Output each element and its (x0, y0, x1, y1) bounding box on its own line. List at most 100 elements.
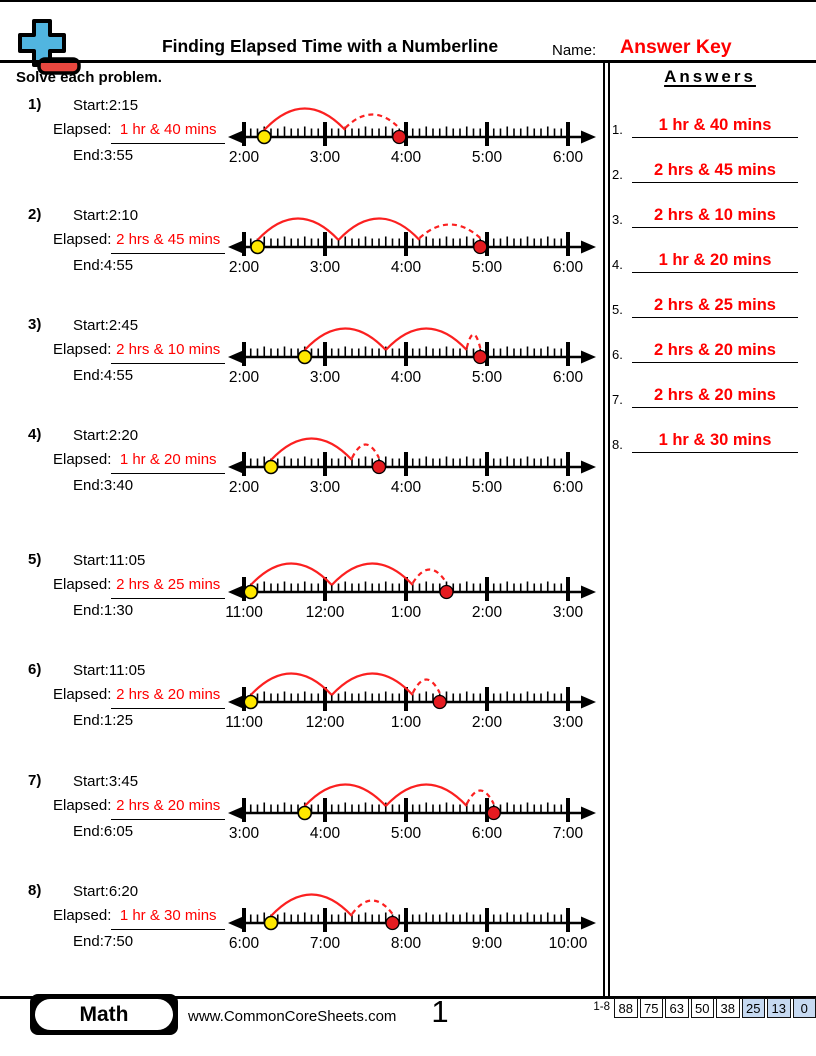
right-arrow-icon (581, 130, 596, 144)
hour-label: 5:00 (472, 479, 503, 496)
right-arrow-icon (581, 240, 596, 254)
score-cell: 13 (767, 998, 791, 1018)
numberline: 2:00 3:00 4:00 5:00 6:00 (228, 107, 596, 166)
problem-block: 5) Start:11:05 Elapsed: 2 hrs & 25 mins E… (0, 551, 600, 655)
end-label: End: (73, 147, 104, 164)
answer-number: 7. (612, 392, 623, 407)
elapsed-minutes-arc (465, 333, 482, 349)
hour-label: 10:00 (549, 935, 588, 952)
problem-number: 4) (28, 426, 42, 443)
elapsed-row: Elapsed: 2 hrs & 25 mins (53, 575, 225, 599)
start-label: Start: (73, 883, 109, 900)
hour-label: 5:00 (472, 259, 503, 276)
hour-label: 6:00 (553, 479, 584, 496)
page-number: 1 (431, 994, 449, 1029)
answer-key-text: Answer Key (620, 36, 732, 58)
answer-row: 6. 2 hrs & 20 mins (612, 339, 798, 363)
answers-column-separator (603, 63, 610, 996)
problem-block: 2) Start:2:10 Elapsed: 2 hrs & 45 mins En… (0, 206, 600, 310)
left-arrow-icon (228, 585, 243, 599)
end-row: End:1:25 (73, 711, 133, 731)
elapsed-value: 2 hrs & 20 mins (111, 685, 225, 709)
problem-block: 4) Start:2:20 Elapsed: 1 hr & 20 mins End… (0, 426, 600, 530)
end-value: 1:25 (103, 712, 134, 729)
elapsed-minutes-arc (411, 678, 441, 694)
hour-label: 5:00 (472, 149, 503, 166)
start-label: Start: (73, 662, 109, 679)
elapsed-hour-arc (303, 783, 387, 807)
hour-label: 2:00 (229, 369, 260, 386)
hour-label: 4:00 (391, 479, 422, 496)
answer-value: 2 hrs & 10 mins (632, 206, 798, 228)
hour-label: 2:00 (472, 604, 503, 621)
elapsed-row: Elapsed: 1 hr & 40 mins (53, 120, 225, 144)
left-arrow-icon (228, 240, 243, 254)
score-cell: 75 (639, 998, 663, 1018)
hour-label: 6:00 (553, 259, 584, 276)
answer-row: 4. 1 hr & 20 mins (612, 249, 798, 273)
start-label: Start: (73, 317, 109, 334)
end-value: 4:55 (103, 257, 134, 274)
start-dot (243, 694, 259, 710)
answer-row: 2. 2 hrs & 45 mins (612, 159, 798, 183)
start-label: Start: (73, 207, 109, 224)
hour-label: 11:00 (226, 604, 263, 621)
hour-label: 4:00 (391, 369, 422, 386)
score-cell: 25 (741, 998, 765, 1018)
hour-label: 2:00 (229, 149, 260, 166)
end-row: End:6:05 (73, 822, 133, 842)
elapsed-minutes-arc (411, 568, 448, 584)
elapsed-row: Elapsed: 2 hrs & 10 mins (53, 340, 225, 364)
left-arrow-icon (228, 130, 243, 144)
numberline: 6:00 7:00 8:00 9:00 10:00 (228, 893, 596, 952)
elapsed-row: Elapsed: 2 hrs & 45 mins (53, 230, 225, 254)
left-arrow-icon (228, 695, 243, 709)
start-dot (250, 239, 265, 255)
elapsed-value: 2 hrs & 20 mins (111, 796, 225, 820)
start-value: 11:05 (108, 662, 146, 679)
answer-row: 3. 2 hrs & 10 mins (612, 204, 798, 228)
elapsed-label: Elapsed: (53, 576, 112, 593)
problem-number: 2) (28, 206, 42, 223)
answer-number: 1. (612, 122, 623, 137)
left-arrow-icon (228, 806, 243, 820)
score-table: 88 75 63 50 38 25 13 0 (614, 998, 816, 1018)
elapsed-label: Elapsed: (53, 907, 112, 924)
answer-value: 1 hr & 40 mins (632, 116, 798, 138)
numberline: 11:00 12:00 1:00 2:00 3:00 (226, 562, 596, 621)
elapsed-minutes-arc (418, 223, 481, 239)
score-cell: 88 (614, 998, 638, 1018)
end-value: 6:05 (103, 823, 134, 840)
answer-value: 2 hrs & 45 mins (632, 161, 798, 183)
top-border-rule (0, 0, 816, 2)
hour-label: 4:00 (391, 149, 422, 166)
hour-label: 12:00 (306, 714, 345, 731)
elapsed-hour-arc (303, 327, 387, 351)
hour-label: 3:00 (553, 714, 584, 731)
hour-label: 7:00 (310, 935, 341, 952)
hour-label: 11:00 (226, 714, 263, 731)
hour-label: 3:00 (229, 825, 260, 842)
start-row: Start:2:15 (73, 96, 138, 116)
elapsed-hour-arc (337, 217, 421, 241)
hour-label: 3:00 (310, 369, 341, 386)
start-value: 11:05 (108, 552, 146, 569)
header-rule (0, 60, 816, 63)
end-row: End:1:30 (73, 601, 133, 621)
hour-label: 4:00 (391, 259, 422, 276)
hour-label: 5:00 (472, 369, 503, 386)
hour-label: 6:00 (472, 825, 503, 842)
score-cell: 63 (665, 998, 689, 1018)
elapsed-row: Elapsed: 1 hr & 30 mins (53, 906, 225, 930)
hour-label: 6:00 (229, 935, 260, 952)
start-value: 2:45 (108, 317, 139, 334)
elapsed-label: Elapsed: (53, 797, 112, 814)
problem-block: 6) Start:11:05 Elapsed: 2 hrs & 20 mins E… (0, 661, 600, 765)
elapsed-value: 2 hrs & 25 mins (111, 575, 225, 599)
start-row: Start:11:05 (73, 661, 145, 681)
hour-label: 12:00 (306, 604, 345, 621)
numberline: 2:00 3:00 4:00 5:00 6:00 (228, 327, 596, 386)
hour-label: 4:00 (310, 825, 341, 842)
problem-number: 1) (28, 96, 42, 113)
